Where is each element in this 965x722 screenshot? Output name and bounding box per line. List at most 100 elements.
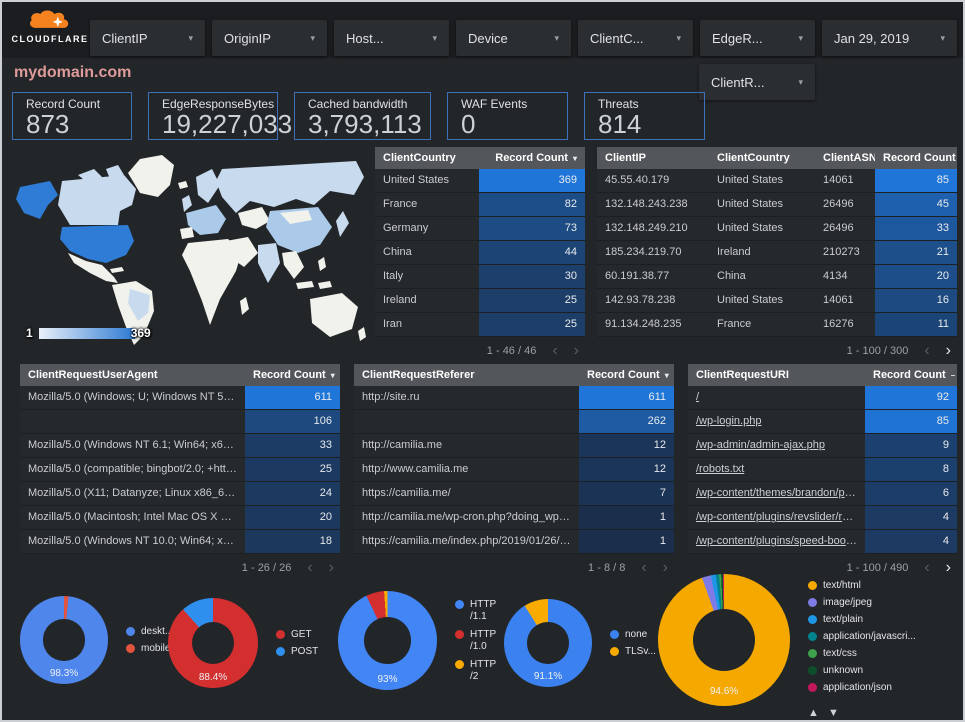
cell: 142.93.78.238 [605, 294, 676, 306]
prev-page-icon: ‹ [924, 559, 930, 576]
scorecard-value: 19,227,033 [162, 109, 293, 139]
table-row: 106 [20, 410, 340, 434]
column-header-clientrequestuseragent[interactable]: ClientRequestUserAgent [20, 369, 245, 381]
column-header-clientasn[interactable]: ClientASN [815, 152, 875, 164]
record-count-cell: 85 [875, 169, 957, 192]
content-type-donut: 94.6% text/html image/jpeg text/plain applic… [658, 574, 916, 719]
scorecard-value: 0 [461, 109, 476, 139]
filter-chip-device[interactable]: Device ▾ [456, 20, 571, 56]
uri-link[interactable]: /robots.txt [696, 463, 745, 475]
column-header-record-count[interactable]: Record Count ▾ [479, 152, 585, 164]
column-header-clientrequesturi[interactable]: ClientRequestURI [688, 369, 865, 381]
legend-scroll-arrows[interactable]: ▲ ▼ [808, 707, 842, 719]
legend-item-post: POST [276, 646, 318, 657]
legend-dot-icon [455, 599, 464, 609]
table-row: https://camilia.me/7 [354, 482, 674, 506]
cell: China [717, 270, 746, 282]
filter-chip-edger[interactable]: EdgeR... ▾ [700, 20, 815, 56]
table-row: Italy 30 [375, 265, 585, 289]
filter-chip-originip[interactable]: OriginIP ▾ [212, 20, 327, 56]
record-count-cell: 20 [245, 506, 340, 529]
legend-label: application/json [823, 682, 892, 693]
column-header-record-count[interactable]: Record Count ▾ [579, 369, 674, 381]
record-count-cell: 73 [479, 217, 585, 240]
cell: Germany [383, 222, 429, 234]
uri-link[interactable]: /wp-content/plugins/revslider/rs-p... [696, 511, 865, 523]
next-page-icon[interactable]: › [945, 342, 951, 359]
donut-hole [191, 621, 235, 665]
device-type-donut-chart: 98.3% [20, 596, 108, 684]
cell: / [688, 386, 865, 409]
map-scale-max: 369 [130, 326, 151, 340]
date-range-control[interactable]: Jan 29, 2019 ▾ [822, 20, 957, 56]
table-row: China 44 [375, 241, 585, 265]
cell: Iran [383, 318, 402, 330]
cell [20, 410, 245, 433]
legend-dot-icon [610, 647, 619, 656]
date-range-label: Jan 29, 2019 [834, 30, 910, 46]
column-header-record-count[interactable]: Record Count ▾ [245, 369, 340, 381]
record-count-cell: 18 [245, 530, 340, 553]
record-count-cell: 8 [865, 458, 957, 481]
cloudflare-cloud-icon [30, 10, 69, 28]
table-row: /wp-admin/admin-ajax.php 9 [688, 434, 957, 458]
column-header-clientrequestreferer[interactable]: ClientRequestReferer [354, 369, 579, 381]
column-header-label: ClientRequestUserAgent [28, 369, 158, 381]
uri-link[interactable]: /wp-content/themes/brandon/plu... [696, 487, 863, 499]
cell: 91.134.248.235 [605, 318, 682, 330]
pagination: 1 - 46 / 46 ‹ › [375, 342, 585, 359]
record-count-cell: 1 [579, 506, 674, 529]
prev-page-icon: ‹ [641, 559, 647, 576]
uri-link[interactable]: /wp-login.php [696, 415, 762, 427]
column-header-record-count[interactable]: Record Count– [875, 152, 957, 164]
next-page-icon[interactable]: › [945, 559, 951, 576]
uri-link[interactable]: / [696, 391, 700, 403]
cloudflare-wordmark: CLOUDFLARE [11, 34, 89, 44]
scorecard-threats: Threats 814 [584, 92, 705, 140]
donut-hole [692, 608, 756, 672]
map-scale-min: 1 [26, 326, 33, 340]
column-header-label: ClientRequestReferer [362, 369, 475, 381]
prev-page-icon: ‹ [552, 342, 558, 359]
record-count-cell: 9 [865, 434, 957, 457]
column-header-clientip[interactable]: ClientIP [597, 152, 709, 164]
world-map-svg [16, 155, 366, 345]
record-count-cell: 611 [245, 386, 340, 409]
legend-label: HTTP/1.1 [470, 598, 497, 622]
legend-item-http-1-0: HTTP/1.0 [455, 629, 497, 653]
table-row: 132.148.243.238 United States 26496 45 [597, 193, 957, 217]
legend-dot-icon [126, 644, 135, 653]
column-header-label: Record Count [253, 369, 326, 381]
chevron-down-icon: ▾ [432, 32, 437, 43]
column-header-clientcountry[interactable]: ClientCountry [709, 152, 815, 164]
cell [354, 410, 579, 433]
filter-chip-clientc[interactable]: ClientC... ▾ [578, 20, 693, 56]
filter-label: ClientIP [102, 30, 148, 46]
column-header-record-count[interactable]: Record Count– [865, 369, 957, 381]
donut-percent-label: 91.1% [533, 671, 563, 682]
legend-label: mobile [141, 643, 171, 654]
cell: Ireland [383, 294, 417, 306]
donut-hole [527, 622, 569, 664]
table-row: United States 369 [375, 169, 585, 193]
uri-link[interactable]: /wp-admin/admin-ajax.php [696, 439, 826, 451]
cloudflare-logo: CLOUDFLARE [10, 8, 90, 52]
legend-label: text/html [823, 580, 861, 591]
cell: 14061 [823, 174, 854, 186]
filter-chip-clientrequest[interactable]: ClientR... ▾ [699, 64, 815, 100]
record-count-cell: 45 [875, 193, 957, 216]
filter-chip-host[interactable]: Host... ▾ [334, 20, 449, 56]
legend-label: application/javascri... [823, 631, 916, 642]
column-header-clientcountry[interactable]: ClientCountry [375, 152, 479, 164]
cell: /wp-login.php [688, 410, 865, 433]
filter-chip-clientip[interactable]: ClientIP ▾ [90, 20, 205, 56]
request-method-donut: 88.4% GET POST [168, 598, 318, 688]
table-row: Mozilla/5.0 (Windows; U; Windows NT 5.1;… [20, 386, 340, 410]
next-page-icon: › [573, 342, 579, 359]
uri-link[interactable]: /wp-content/plugins/speed-booste... [696, 535, 865, 547]
chevron-down-icon: ▾ [554, 32, 559, 43]
legend-dot-icon [808, 598, 817, 607]
cell: 26496 [823, 198, 854, 210]
donut-legend: GET POST [276, 629, 318, 657]
scorecard-value: 873 [26, 109, 70, 139]
